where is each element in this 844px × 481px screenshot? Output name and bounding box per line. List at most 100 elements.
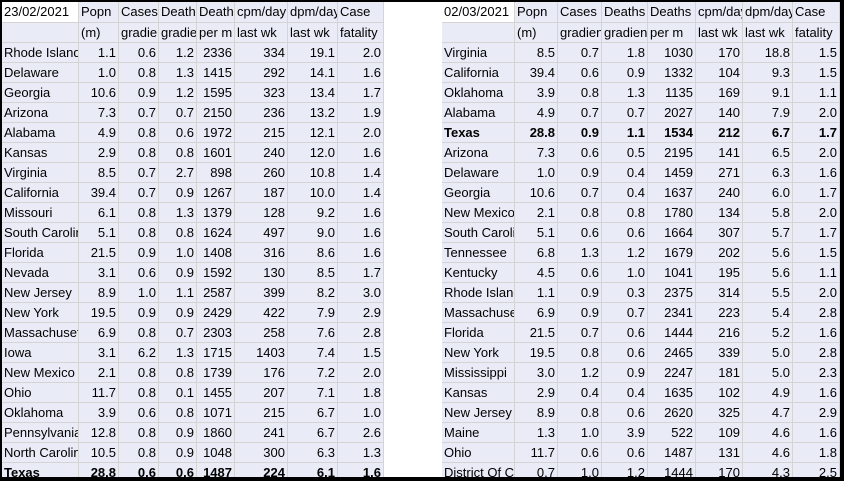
cell-deaths-gradient[interactable]: 0.8 [159, 403, 197, 422]
cell-deaths-gradient[interactable]: 0.4 [602, 383, 648, 402]
cell-case-fatality[interactable]: 1.0 [338, 403, 384, 422]
cell-deaths-per-million-day[interactable]: 7.6 [288, 323, 338, 342]
cell-deaths-gradient[interactable]: 1.1 [602, 123, 648, 142]
cell-population[interactable]: 10.6 [79, 83, 119, 102]
cell-deaths-per-million[interactable]: 522 [648, 423, 696, 442]
cell-cases-gradient[interactable]: 0.6 [558, 263, 602, 282]
cell-deaths-per-million[interactable]: 1715 [197, 343, 235, 362]
cell-deaths-per-million-day[interactable]: 9.3 [743, 63, 793, 82]
header-cell-cases-per-million-day[interactable]: cpm/day [235, 2, 288, 22]
cell-population[interactable]: 5.1 [515, 223, 558, 242]
cell-deaths-per-million[interactable]: 2027 [648, 103, 696, 122]
cell-state-name[interactable]: North Carolina [2, 443, 79, 462]
cell-cases-per-million-day[interactable]: 170 [696, 463, 743, 477]
cell-deaths-per-million[interactable]: 2587 [197, 283, 235, 302]
cell-population[interactable]: 6.1 [79, 203, 119, 222]
cell-cases-gradient[interactable]: 0.7 [119, 103, 159, 122]
cell-state-name[interactable]: New Mexico [2, 363, 79, 382]
cell-deaths-gradient[interactable]: 0.9 [159, 183, 197, 202]
cell-cases-gradient[interactable]: 0.6 [119, 263, 159, 282]
cell-cases-gradient[interactable]: 0.8 [119, 63, 159, 82]
cell-cases-per-million-day[interactable]: 300 [235, 443, 288, 462]
cell-deaths-per-million[interactable]: 2465 [648, 343, 696, 362]
cell-deaths-per-million-day[interactable]: 9.2 [288, 203, 338, 222]
cell-cases-per-million-day[interactable]: 215 [235, 123, 288, 142]
header-cell-population[interactable]: Popn [515, 2, 558, 22]
cell-cases-per-million-day[interactable]: 176 [235, 363, 288, 382]
cell-deaths-per-million[interactable]: 1679 [648, 243, 696, 262]
cell-cases-per-million-day[interactable]: 128 [235, 203, 288, 222]
cell-state-name[interactable]: New York [442, 343, 515, 362]
cell-state-name[interactable]: California [2, 183, 79, 202]
cell-deaths-gradient[interactable]: 0.6 [159, 123, 197, 142]
cell-case-fatality[interactable]: 1.3 [338, 443, 384, 462]
cell-cases-gradient[interactable]: 0.7 [558, 103, 602, 122]
cell-case-fatality[interactable]: 2.9 [793, 403, 840, 422]
cell-cases-gradient[interactable]: 0.8 [119, 323, 159, 342]
header-cell-cases-gradient[interactable]: Cases [119, 2, 159, 22]
header-cell-deaths-gradient[interactable]: gradient [159, 23, 197, 42]
cell-state-name[interactable]: Oklahoma [442, 83, 515, 102]
cell-population[interactable]: 0.7 [515, 463, 558, 477]
cell-deaths-per-million[interactable]: 1739 [197, 363, 235, 382]
cell-population[interactable]: 2.1 [515, 203, 558, 222]
cell-state-name[interactable]: Pennsylvania [2, 423, 79, 442]
cell-cases-gradient[interactable]: 0.8 [119, 123, 159, 142]
cell-population[interactable]: 10.5 [79, 443, 119, 462]
cell-case-fatality[interactable]: 2.6 [338, 423, 384, 442]
cell-deaths-per-million[interactable]: 2336 [197, 43, 235, 62]
header-cell-cases-per-million-day[interactable]: cpm/day [696, 2, 743, 22]
cell-state-name[interactable]: Ohio [442, 443, 515, 462]
cell-deaths-per-million-day[interactable]: 6.1 [288, 463, 338, 477]
header-cell-state-name[interactable] [442, 23, 515, 42]
cell-deaths-gradient[interactable]: 0.5 [602, 143, 648, 162]
cell-cases-per-million-day[interactable]: 497 [235, 223, 288, 242]
cell-cases-per-million-day[interactable]: 240 [235, 143, 288, 162]
cell-deaths-per-million-day[interactable]: 7.2 [288, 363, 338, 382]
cell-cases-per-million-day[interactable]: 216 [696, 323, 743, 342]
header-cell-cases-gradient[interactable]: gradient [119, 23, 159, 42]
cell-state-name[interactable]: Arizona [2, 103, 79, 122]
cell-case-fatality[interactable]: 1.1 [793, 263, 840, 282]
cell-state-name[interactable]: Delaware [2, 63, 79, 82]
cell-cases-per-million-day[interactable]: 134 [696, 203, 743, 222]
cell-population[interactable]: 3.1 [79, 343, 119, 362]
cell-case-fatality[interactable]: 1.8 [793, 443, 840, 462]
cell-cases-gradient[interactable]: 0.6 [119, 43, 159, 62]
cell-deaths-per-million-day[interactable]: 4.3 [743, 463, 793, 477]
cell-cases-gradient[interactable]: 0.6 [119, 403, 159, 422]
cell-case-fatality[interactable]: 1.5 [338, 343, 384, 362]
cell-case-fatality[interactable]: 2.3 [793, 363, 840, 382]
cell-deaths-per-million[interactable]: 2195 [648, 143, 696, 162]
cell-cases-per-million-day[interactable]: 260 [235, 163, 288, 182]
cell-cases-per-million-day[interactable]: 104 [696, 63, 743, 82]
cell-deaths-per-million[interactable]: 1595 [197, 83, 235, 102]
cell-population[interactable]: 19.5 [515, 343, 558, 362]
cell-deaths-gradient[interactable]: 1.3 [602, 83, 648, 102]
cell-state-name[interactable]: Iowa [2, 343, 79, 362]
cell-population[interactable]: 1.1 [79, 43, 119, 62]
cell-cases-gradient[interactable]: 0.9 [558, 123, 602, 142]
cell-deaths-per-million-day[interactable]: 10.0 [288, 183, 338, 202]
cell-state-name[interactable]: Alabama [2, 123, 79, 142]
cell-state-name[interactable]: Massachusetts [442, 303, 515, 322]
cell-cases-gradient[interactable]: 0.7 [558, 43, 602, 62]
cell-cases-gradient[interactable]: 0.9 [119, 243, 159, 262]
cell-state-name[interactable]: Kentucky [442, 263, 515, 282]
cell-deaths-gradient[interactable]: 0.7 [602, 303, 648, 322]
cell-deaths-per-million-day[interactable]: 5.4 [743, 303, 793, 322]
cell-cases-per-million-day[interactable]: 169 [696, 83, 743, 102]
cell-state-name[interactable]: Texas [2, 463, 79, 477]
header-cell-deaths-per-million[interactable]: per m [648, 23, 696, 42]
cell-cases-gradient[interactable]: 1.0 [119, 283, 159, 302]
cell-deaths-gradient[interactable]: 0.6 [602, 223, 648, 242]
cell-deaths-per-million-day[interactable]: 4.6 [743, 423, 793, 442]
cell-deaths-gradient[interactable]: 0.8 [602, 203, 648, 222]
cell-cases-gradient[interactable]: 0.8 [558, 83, 602, 102]
cell-cases-gradient[interactable]: 0.6 [119, 463, 159, 477]
cell-case-fatality[interactable]: 2.0 [793, 143, 840, 162]
cell-cases-gradient[interactable]: 0.6 [558, 63, 602, 82]
cell-cases-gradient[interactable]: 0.8 [558, 203, 602, 222]
cell-population[interactable]: 39.4 [79, 183, 119, 202]
cell-cases-gradient[interactable]: 0.8 [119, 383, 159, 402]
